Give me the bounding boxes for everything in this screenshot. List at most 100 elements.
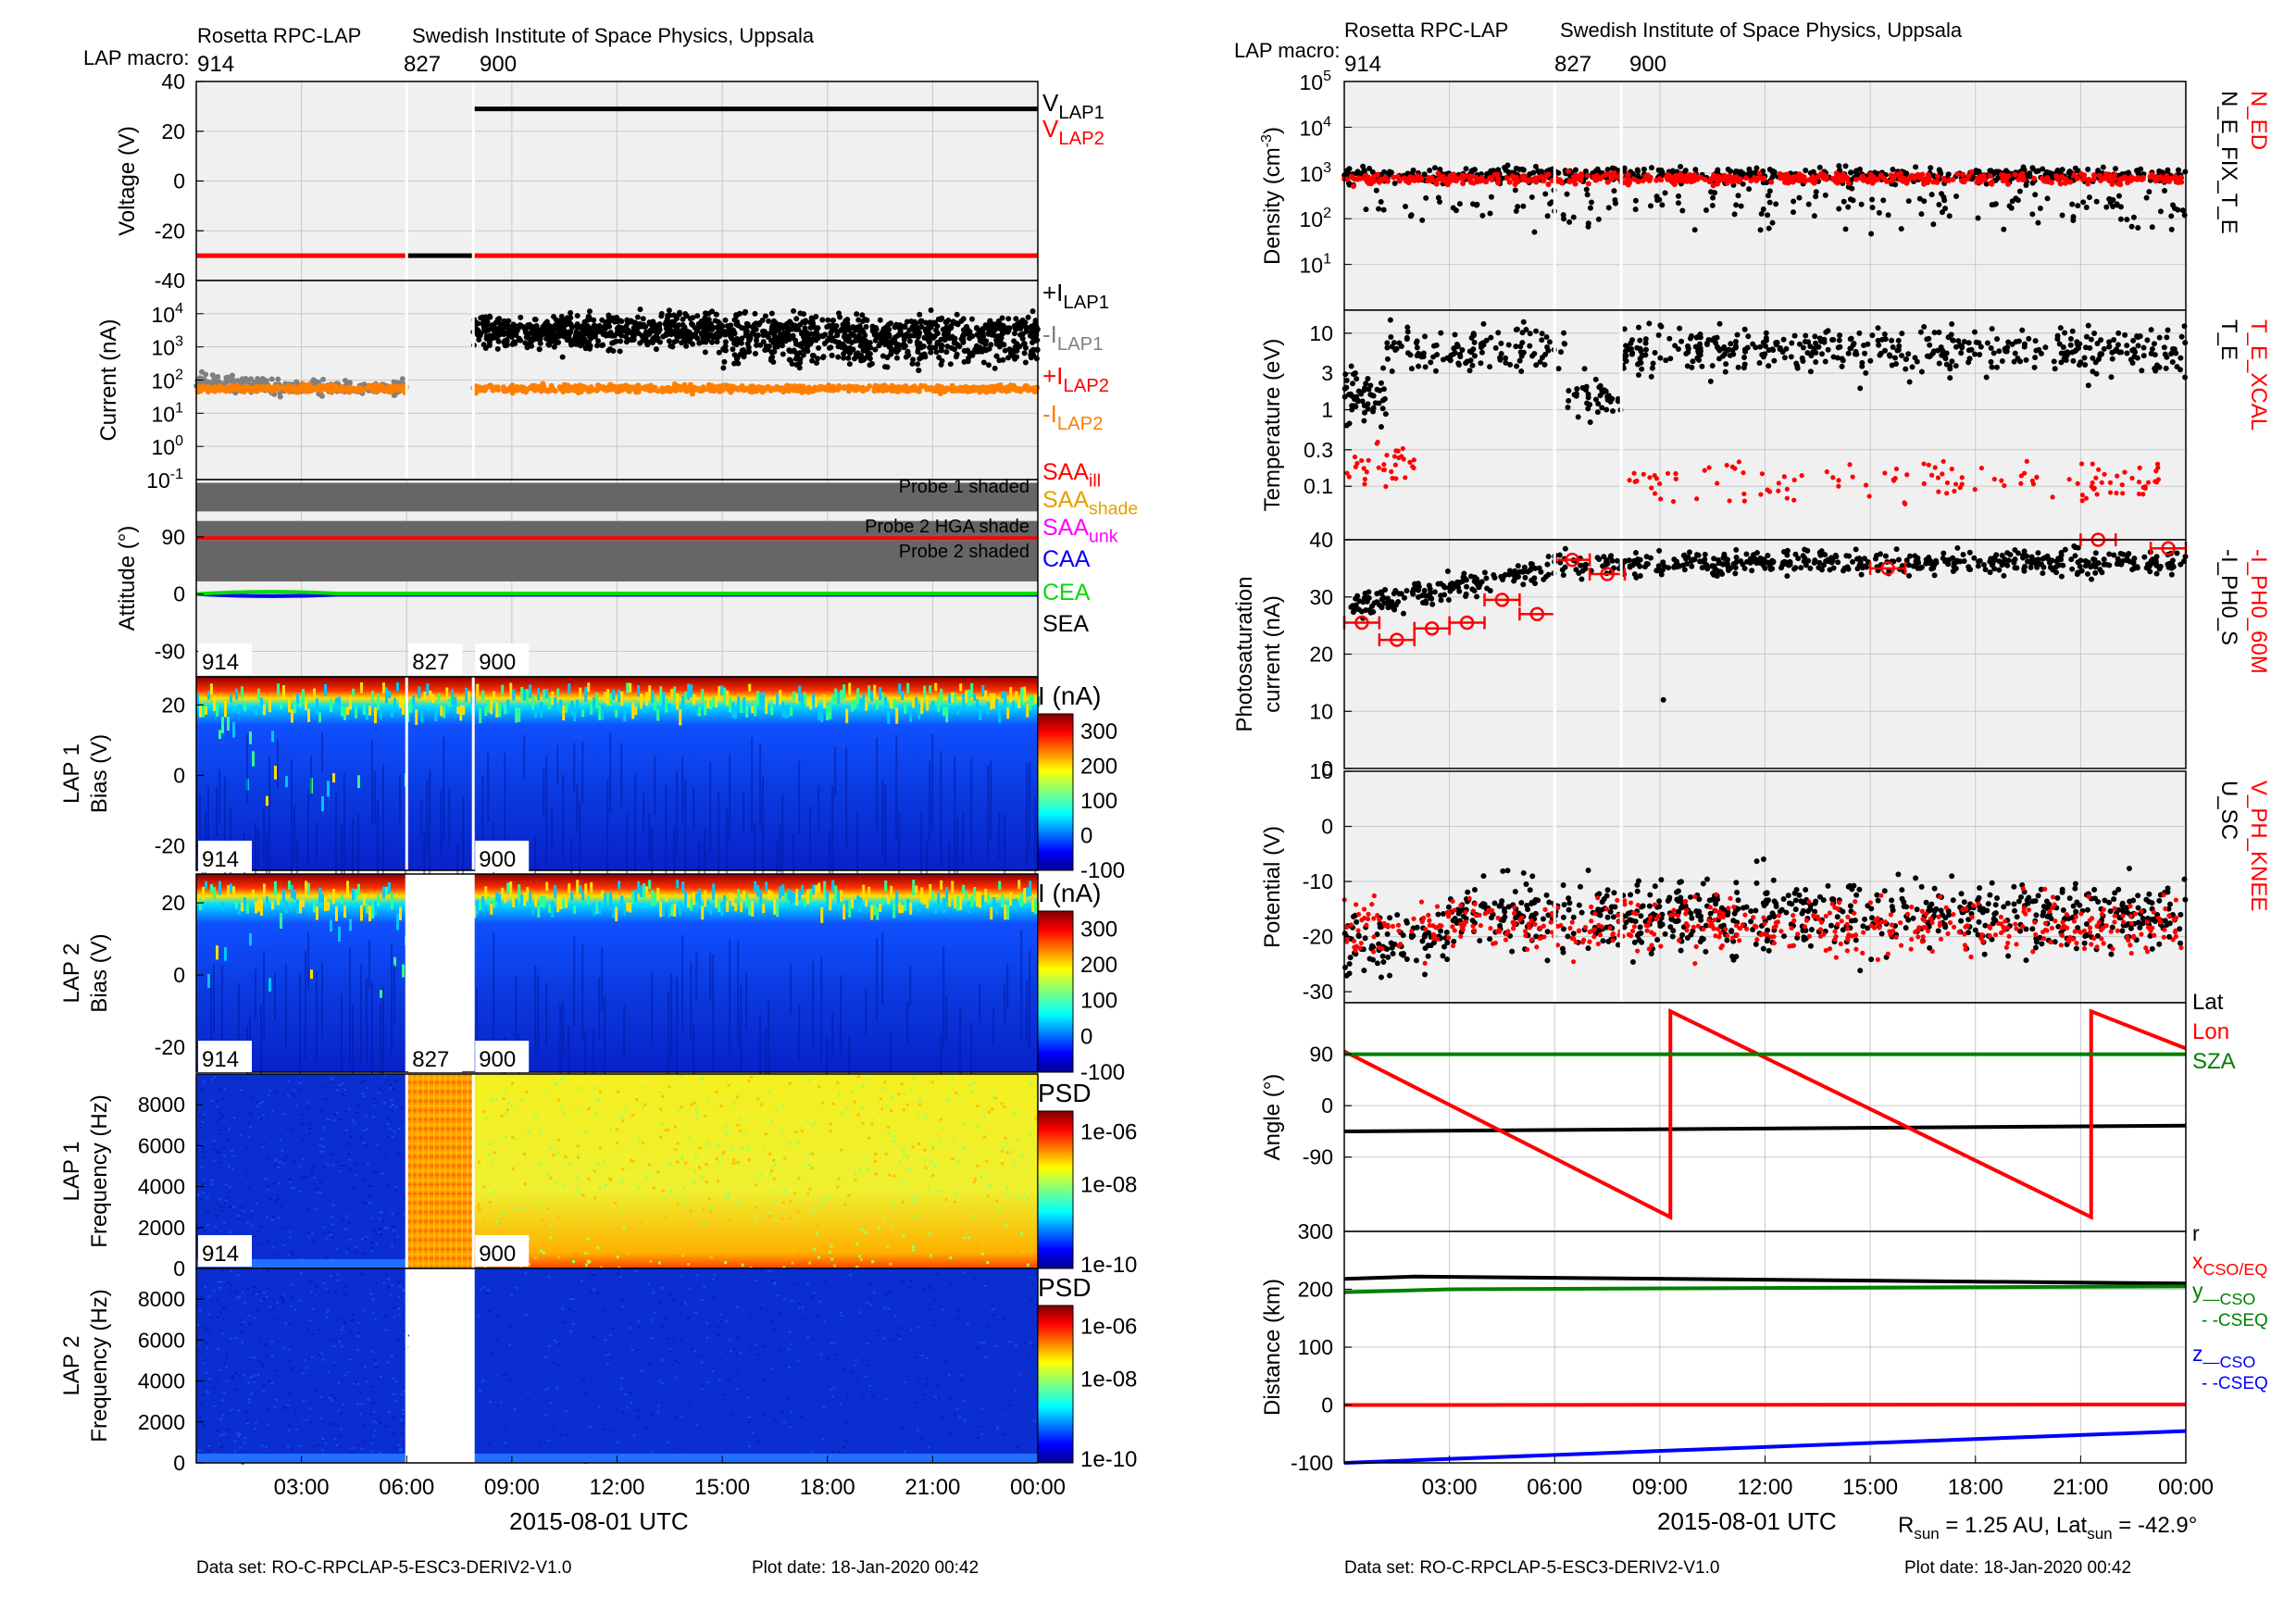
lap1_bias-streak: [987, 702, 991, 715]
current-point-minus-ilap2: [867, 383, 873, 390]
current-point-plus-ilap1: [961, 347, 967, 354]
lap2_bias-streak: [845, 900, 849, 912]
lap2_freq-speckle: [253, 1374, 256, 1377]
lap1_freq-speckle: [287, 1080, 291, 1082]
lap2_bias-streak: [673, 904, 677, 917]
lap1_freq-ytick-label: 0: [173, 1256, 185, 1280]
current-point-plus-ilap1: [860, 347, 867, 354]
lap1_freq-speckle: [505, 1112, 508, 1116]
lap2_bias-streak: [965, 891, 968, 901]
current-point-minus-ilap2: [830, 387, 836, 394]
lap2_freq-speckle: [332, 1345, 336, 1348]
lap1_freq-speckle: [292, 1160, 295, 1163]
lap1_freq-speckle: [514, 1207, 518, 1211]
lap1_freq-speckle: [599, 1090, 603, 1093]
lap2_freq-speckle: [324, 1442, 328, 1444]
lap1_freq-speckle: [495, 1219, 499, 1223]
current-point-plus-ilap1: [714, 339, 720, 345]
lap2_freq-speckle: [374, 1318, 378, 1320]
lap1_freq-speckle: [344, 1215, 348, 1218]
lap1_freq-speckle: [228, 1206, 231, 1209]
lap1_freq-speckle: [796, 1209, 800, 1213]
lap2_bias-streak: [277, 893, 280, 906]
lap1_bias-streak: [645, 692, 649, 706]
lap2_bias-streak: [1023, 887, 1027, 904]
lap1_freq-speckle: [305, 1176, 308, 1179]
lap1_freq-speckle: [237, 1215, 241, 1218]
current-point-plus-ilap1: [917, 319, 924, 325]
lap1_freq-speckle: [754, 1206, 757, 1209]
current-point-plus-ilap1: [908, 318, 915, 324]
lap1_bias-streak-dark: [970, 757, 973, 859]
lap2_bias-streak: [995, 903, 999, 915]
current-point-minus-ilap2: [937, 387, 943, 394]
lap2_freq-speckle: [293, 1308, 297, 1311]
current-point-plus-ilap1: [791, 307, 797, 314]
current-point-plus-ilap1: [579, 332, 585, 339]
lap1_bias-streak: [330, 698, 332, 713]
current-point-plus-ilap1: [501, 331, 507, 338]
lap1_bias-streak: [440, 705, 443, 717]
legend-vlap2: VLAP2: [1042, 115, 1104, 149]
current-point-minus-ilap2: [478, 385, 484, 392]
lap1_bias-streak: [620, 691, 624, 706]
lap1_freq-speckle: [680, 1156, 684, 1160]
lap2_bias-streak: [587, 894, 591, 905]
current-point-plus-ilap1: [489, 322, 495, 329]
current-point-minus-ilap2: [600, 386, 606, 393]
lap2_bias-streak: [221, 902, 224, 911]
current-point-minus-ilap2: [339, 384, 345, 391]
lap1_freq-speckle: [888, 1131, 892, 1135]
lap2_bias-streak: [731, 893, 735, 906]
lap1_bias-streak: [734, 709, 738, 719]
current-point-plus-ilap1: [896, 342, 903, 348]
lap2_bias-streak: [612, 905, 616, 918]
current-point-plus-ilap1: [673, 325, 680, 331]
lap2_freq-speckle: [250, 1393, 254, 1395]
current-point-minus-ilap2: [774, 383, 780, 390]
lap2_freq-speckle: [236, 1409, 240, 1412]
current-point-plus-ilap1: [669, 344, 676, 350]
lap1_freq-speckle: [309, 1171, 313, 1174]
lap1_freq-speckle: [277, 1182, 281, 1185]
lap1_freq-speckle: [982, 1114, 986, 1118]
current-point-minus-ilap2: [574, 386, 580, 393]
lap1_bias-streak: [690, 684, 693, 698]
lap1_bias-streak: [385, 687, 388, 704]
lap1_bias-streak: [723, 687, 727, 703]
left-macro-914: 914: [197, 52, 235, 77]
lap2_bias-streak-dark: [712, 954, 715, 1071]
lap2_freq-speckle: [222, 1432, 226, 1435]
lap2_bias-streak: [748, 902, 752, 916]
lap2_freq-speckle: [347, 1371, 351, 1374]
lap2_freq-speckle: [294, 1420, 298, 1423]
lap2_bias-streak: [970, 895, 974, 907]
lap2_bias-ytick-label: -20: [155, 1035, 185, 1059]
lap1_freq-speckle: [793, 1233, 797, 1237]
lap2_bias-streak-dark: [307, 932, 309, 991]
lap2_bias-streak: [293, 890, 296, 900]
lap1_freq-speckle: [393, 1189, 397, 1192]
lap2_freq-speckle: [217, 1430, 220, 1432]
lap1_freq-speckle: [268, 1127, 271, 1130]
lap1_freq-speckle: [667, 1128, 670, 1131]
lap2_bias-streak: [299, 899, 302, 914]
lap1_bias-streak: [346, 706, 349, 715]
lap1_freq-speckle: [986, 1261, 990, 1265]
lap1_bias-streak-dark: [357, 814, 359, 879]
lap1_freq-speckle: [927, 1187, 930, 1191]
lap2_bias-streak-dark: [737, 941, 740, 1046]
current-point-plus-ilap1: [762, 347, 768, 354]
lap1_freq-speckle: [379, 1211, 382, 1214]
lap2_freq-speckle: [256, 1373, 260, 1376]
lap1_freq-speckle: [1021, 1250, 1025, 1254]
lap1_freq-speckle: [259, 1117, 263, 1119]
lap1_freq-speckle: [917, 1142, 920, 1145]
lap2_bias-streak: [695, 893, 699, 903]
current-point-plus-ilap1: [859, 319, 866, 325]
attitude-band-label-2: Probe 2 shaded: [899, 542, 1029, 562]
current-point-minus-ilap2: [945, 386, 952, 393]
lap1_bias-streak: [307, 708, 310, 722]
lap1_freq-speckle: [307, 1236, 311, 1239]
lap1_freq-speckle: [873, 1211, 877, 1215]
